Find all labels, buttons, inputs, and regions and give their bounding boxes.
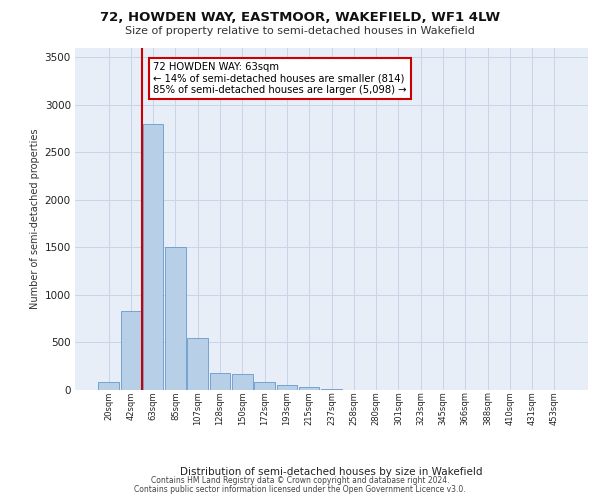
Bar bbox=[187, 338, 208, 390]
Text: 72, HOWDEN WAY, EASTMOOR, WAKEFIELD, WF1 4LW: 72, HOWDEN WAY, EASTMOOR, WAKEFIELD, WF1… bbox=[100, 11, 500, 24]
Text: Contains HM Land Registry data © Crown copyright and database right 2024.: Contains HM Land Registry data © Crown c… bbox=[151, 476, 449, 485]
Bar bbox=[321, 389, 342, 390]
Bar bbox=[165, 248, 186, 390]
Bar bbox=[299, 387, 319, 390]
Text: Size of property relative to semi-detached houses in Wakefield: Size of property relative to semi-detach… bbox=[125, 26, 475, 36]
Text: 72 HOWDEN WAY: 63sqm
← 14% of semi-detached houses are smaller (814)
85% of semi: 72 HOWDEN WAY: 63sqm ← 14% of semi-detac… bbox=[153, 62, 407, 95]
Text: Contains public sector information licensed under the Open Government Licence v3: Contains public sector information licen… bbox=[134, 485, 466, 494]
Bar bbox=[98, 382, 119, 390]
Bar bbox=[277, 385, 297, 390]
Bar bbox=[143, 124, 163, 390]
X-axis label: Distribution of semi-detached houses by size in Wakefield: Distribution of semi-detached houses by … bbox=[180, 467, 483, 477]
Y-axis label: Number of semi-detached properties: Number of semi-detached properties bbox=[31, 128, 40, 309]
Bar bbox=[232, 374, 253, 390]
Bar bbox=[121, 311, 141, 390]
Bar bbox=[254, 382, 275, 390]
Bar bbox=[210, 373, 230, 390]
